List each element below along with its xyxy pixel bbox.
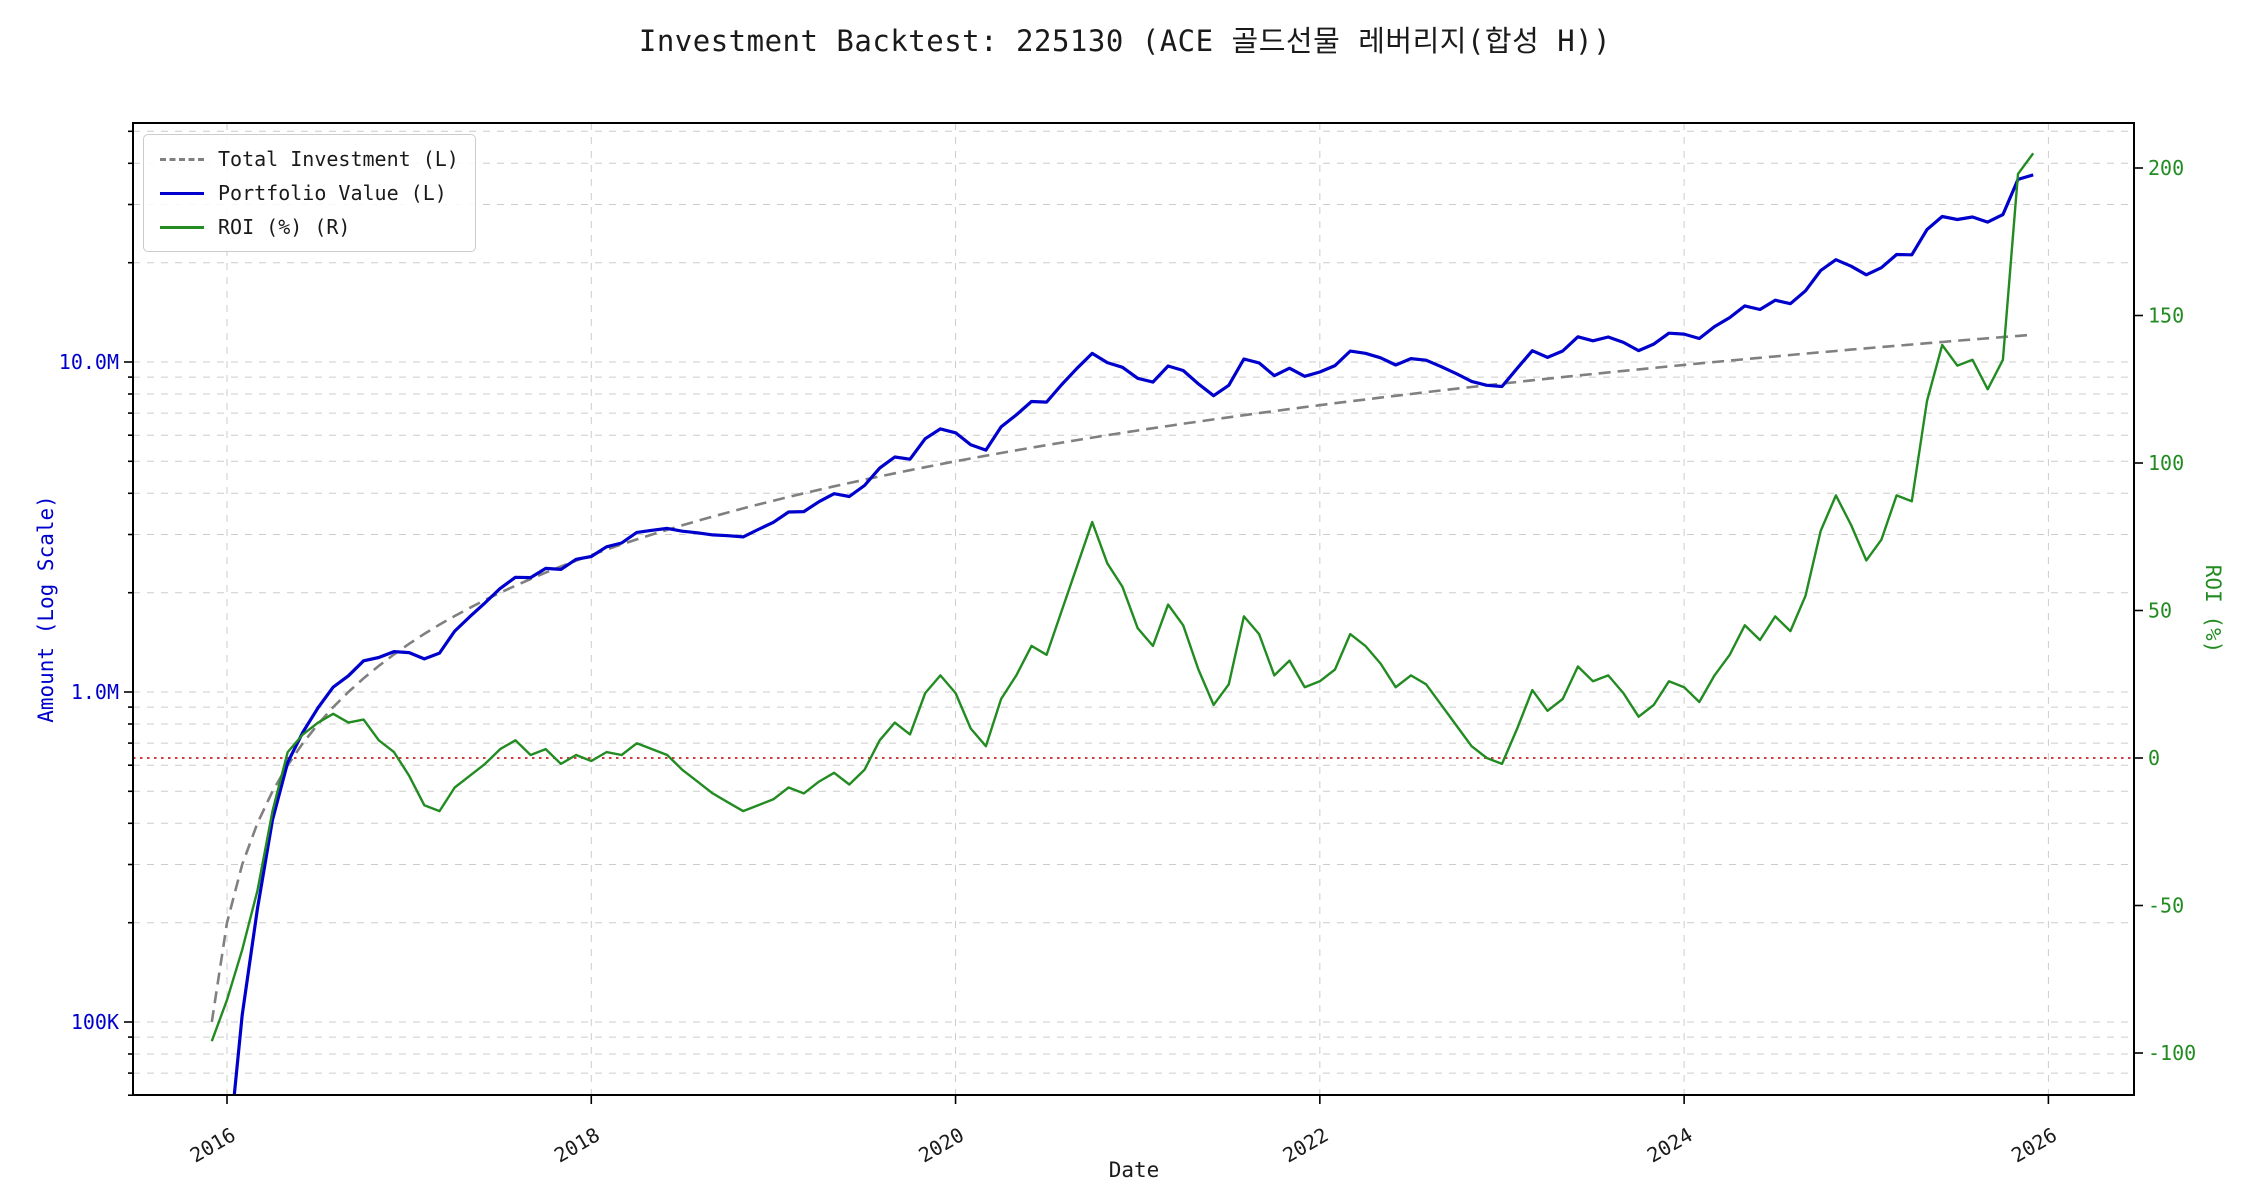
total-investment-line-swatch [160,157,204,161]
portfolio-value-line [232,173,2034,1095]
svg-text:2022: 2022 [1279,1123,1333,1168]
legend-item-portfolio-value: Portfolio Value (L) [160,181,459,205]
gridlines [133,123,2134,1096]
svg-text:1.0M: 1.0M [71,680,119,704]
svg-text:2016: 2016 [186,1123,240,1168]
legend-label: Total Investment (L) [218,147,459,171]
svg-text:10.0M: 10.0M [59,350,119,374]
svg-text:100K: 100K [71,1010,119,1034]
axis-ticks [124,130,2143,1104]
svg-text:0: 0 [2148,746,2160,770]
svg-text:-50: -50 [2148,894,2184,918]
svg-text:2026: 2026 [2007,1123,2061,1168]
legend-item-total-investment: Total Investment (L) [160,147,459,171]
svg-text:150: 150 [2148,304,2184,328]
svg-text:100: 100 [2148,451,2184,475]
total-investment-line [210,333,2034,1023]
x-axis-title: Date [1108,1158,1160,1182]
legend-label: Portfolio Value (L) [218,181,447,205]
legend-label: ROI (%) (R) [218,215,351,239]
roi-line-swatch [160,225,204,229]
svg-text:50: 50 [2148,599,2172,623]
svg-text:2020: 2020 [914,1123,968,1168]
chart-title: Investment Backtest: 225130 (ACE 골드선물 레버… [638,24,1612,58]
right-axis-title: ROI (%) [2201,564,2225,654]
svg-text:2018: 2018 [550,1123,604,1168]
svg-text:-100: -100 [2148,1041,2196,1065]
roi-line [210,152,2035,1042]
svg-text:200: 200 [2148,156,2184,180]
legend: Total Investment (L) Portfolio Value (L)… [143,134,476,252]
portfolio-value-line-swatch [160,191,204,195]
svg-text:2024: 2024 [1643,1123,1697,1168]
legend-item-roi: ROI (%) (R) [160,215,459,239]
plot-border [132,122,2135,1096]
left-axis-title: Amount (Log Scale) [34,495,58,723]
tick-labels: 2016 2018 2020 2022 2024 2026 100K 1.0M 10.0M -10… [59,156,2196,1167]
